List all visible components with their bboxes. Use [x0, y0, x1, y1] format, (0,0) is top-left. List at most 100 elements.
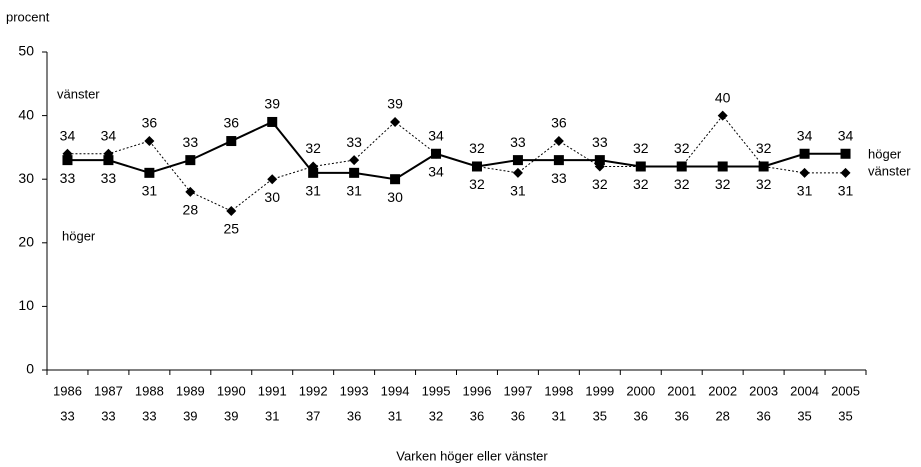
- marker: [62, 155, 73, 166]
- y-tick-label: 10: [18, 297, 34, 313]
- data-label: 25: [223, 221, 239, 237]
- table-cell: 33: [101, 408, 115, 423]
- table-cell: 37: [306, 408, 320, 423]
- data-label: 32: [674, 176, 690, 192]
- series-annotation: vänster: [57, 86, 100, 101]
- x-tick-label: 1991: [258, 383, 287, 398]
- table-cell: 36: [674, 408, 688, 423]
- data-label: 32: [633, 140, 649, 156]
- table-cell: 33: [142, 408, 156, 423]
- marker: [185, 186, 196, 197]
- x-tick-label: 1986: [53, 383, 82, 398]
- marker: [226, 206, 237, 216]
- data-label: 32: [715, 176, 731, 192]
- x-tick-label: 1988: [135, 383, 164, 398]
- table-cell: 39: [183, 408, 197, 423]
- marker: [840, 167, 851, 178]
- data-label: 30: [387, 189, 403, 205]
- table-cell: 31: [388, 408, 402, 423]
- marker: [226, 136, 237, 147]
- marker: [799, 148, 810, 159]
- series-annotation: höger: [868, 146, 902, 161]
- x-tick-label: 1995: [422, 383, 451, 398]
- x-tick-label: 1990: [217, 383, 246, 398]
- marker: [594, 155, 605, 166]
- marker: [62, 148, 73, 159]
- marker: [512, 155, 523, 166]
- marker: [103, 155, 114, 166]
- marker: [267, 116, 278, 127]
- table-cell: 36: [347, 408, 361, 423]
- data-label: 34: [797, 127, 813, 143]
- series-annotation: vänster: [868, 163, 911, 178]
- marker: [512, 167, 523, 178]
- data-label: 31: [305, 183, 321, 199]
- data-label: 34: [101, 127, 117, 143]
- data-label: 32: [592, 176, 608, 192]
- y-tick-label: 0: [26, 361, 34, 377]
- data-label: 31: [797, 183, 813, 199]
- y-tick-label: 30: [18, 170, 34, 186]
- marker: [349, 167, 360, 178]
- marker: [144, 136, 155, 147]
- marker: [758, 161, 769, 172]
- marker: [553, 136, 564, 147]
- table-cell: 36: [756, 408, 770, 423]
- data-label: 31: [142, 183, 158, 199]
- table-cell: 35: [593, 408, 607, 423]
- data-label: 40: [715, 89, 731, 105]
- table-cell: 31: [552, 408, 566, 423]
- x-tick-label: 1992: [299, 383, 328, 398]
- x-tick-label: 1989: [176, 383, 205, 398]
- data-label: 33: [551, 170, 567, 186]
- marker: [390, 174, 401, 185]
- data-label: 36: [551, 115, 567, 131]
- table-cell: 33: [60, 408, 74, 423]
- data-label: 34: [428, 127, 444, 143]
- data-label: 32: [674, 140, 690, 156]
- table-cell: 35: [797, 408, 811, 423]
- marker: [267, 174, 278, 185]
- x-tick-label: 2000: [626, 383, 655, 398]
- x-tick-label: 1998: [544, 383, 573, 398]
- data-label: 32: [633, 176, 649, 192]
- table-cell: 31: [265, 408, 279, 423]
- x-tick-label: 1997: [503, 383, 532, 398]
- series-line: [67, 120, 846, 181]
- marker: [799, 167, 810, 178]
- data-label: 31: [838, 183, 854, 199]
- marker: [717, 110, 728, 121]
- table-cell: 39: [224, 408, 238, 423]
- table-cell: 36: [634, 408, 648, 423]
- x-tick-label: 2003: [749, 383, 778, 398]
- data-label: 39: [264, 96, 280, 112]
- x-tick-label: 2005: [831, 383, 860, 398]
- data-label: 31: [510, 183, 526, 199]
- table-cell: 36: [511, 408, 525, 423]
- y-tick-label: 40: [18, 106, 34, 122]
- marker: [144, 167, 155, 178]
- data-label: 34: [60, 127, 76, 143]
- table-cell: 28: [715, 408, 729, 423]
- y-axis-label: procent: [6, 9, 50, 24]
- marker: [103, 148, 114, 159]
- data-label: 34: [838, 127, 854, 143]
- marker: [431, 148, 442, 159]
- x-tick-label: 1994: [381, 383, 410, 398]
- data-label: 28: [183, 202, 199, 218]
- marker: [635, 161, 646, 172]
- data-label: 33: [346, 134, 362, 150]
- x-tick-label: 2001: [667, 383, 696, 398]
- table-cell: 36: [470, 408, 484, 423]
- data-label: 32: [756, 176, 772, 192]
- marker: [349, 155, 360, 166]
- data-label: 32: [469, 140, 485, 156]
- marker: [594, 161, 605, 172]
- y-tick-label: 50: [18, 43, 34, 59]
- table-cell: 35: [838, 408, 852, 423]
- y-tick-label: 20: [18, 234, 34, 250]
- x-tick-label: 2002: [708, 383, 737, 398]
- marker: [553, 155, 564, 166]
- data-label: 36: [223, 115, 239, 131]
- data-label: 32: [469, 176, 485, 192]
